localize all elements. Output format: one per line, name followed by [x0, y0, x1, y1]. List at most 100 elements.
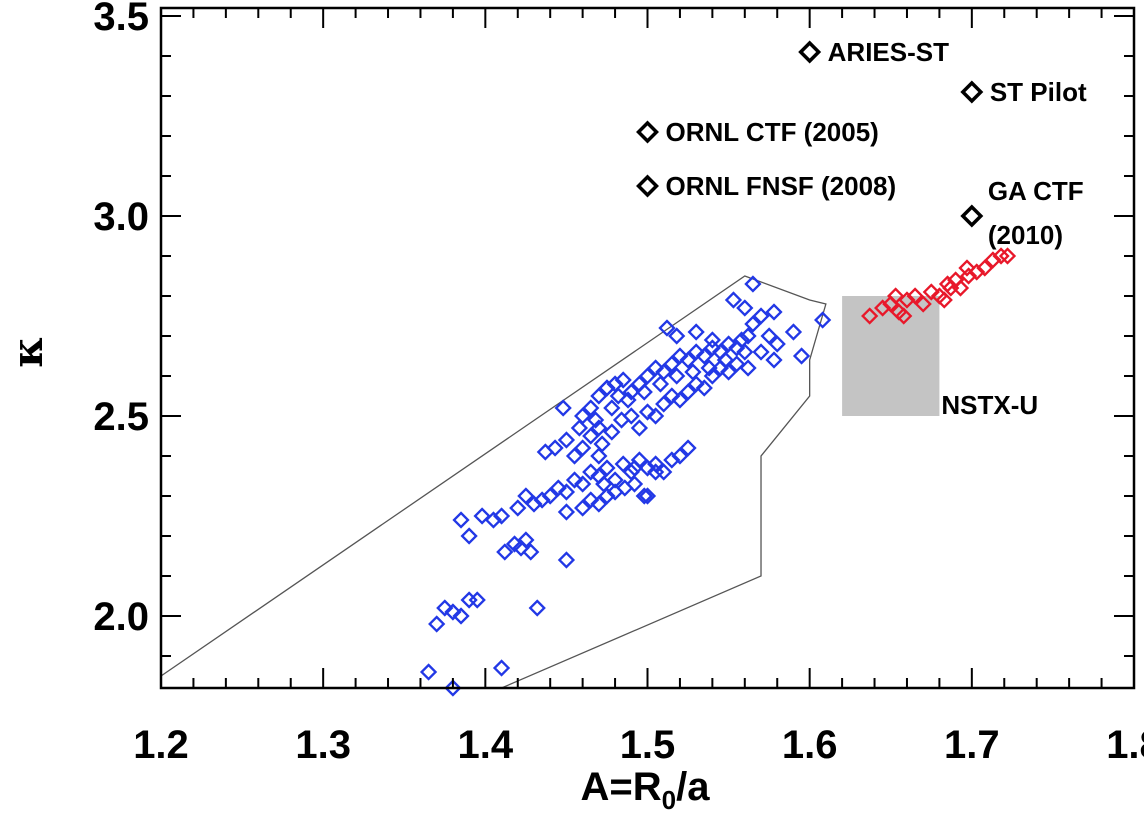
blue-data-point — [765, 303, 783, 321]
blue-data-point — [630, 419, 649, 437]
point-annotation: ARIES-ST — [828, 37, 949, 67]
blue-data-point — [724, 291, 743, 309]
red-data-point — [906, 287, 924, 305]
red-data-point — [935, 291, 953, 309]
blue-data-point — [635, 487, 653, 505]
blue-data-point — [687, 343, 705, 361]
blue-data-point — [752, 307, 770, 325]
blue-data-point — [671, 447, 689, 465]
black-data-point — [960, 204, 984, 228]
blue-data-point — [582, 427, 600, 445]
red-data-point — [861, 307, 879, 325]
blue-data-point — [700, 359, 718, 377]
blue-data-point — [565, 447, 584, 465]
blue-data-point — [460, 527, 478, 545]
blue-data-point — [814, 311, 832, 329]
blue-data-point — [739, 327, 757, 345]
blue-data-point — [635, 383, 653, 401]
blue-data-point — [574, 475, 592, 493]
red-data-point — [914, 295, 932, 313]
blue-data-point — [719, 335, 738, 353]
blue-data-point — [625, 459, 644, 477]
y-tick-label: 3.5 — [93, 0, 149, 39]
blue-data-point — [444, 603, 462, 621]
y-axis-label: κ — [3, 336, 52, 367]
blue-data-point — [606, 471, 624, 489]
blue-data-point — [436, 599, 454, 617]
annotations: NSTX-U ARIES-ST ST Pilot ORNL CTF (2005) OR… — [666, 37, 1087, 420]
blue-data-point — [557, 431, 576, 449]
blue-data-point — [452, 607, 470, 625]
blue-data-point — [687, 323, 705, 341]
red-data-point — [942, 279, 960, 297]
black-data-point — [636, 174, 659, 198]
blue-data-point — [784, 323, 803, 341]
blue-data-point — [663, 355, 681, 373]
blue-data-point — [703, 339, 721, 357]
blue-data-point — [595, 475, 613, 493]
blue-data-point — [473, 507, 491, 525]
blue-data-point — [468, 591, 486, 609]
blue-data-point — [716, 351, 734, 369]
blue-data-point — [509, 499, 527, 517]
point-annotation: (2010) — [988, 220, 1063, 250]
blue-data-point — [646, 463, 665, 481]
blue-data-point — [638, 487, 657, 505]
blue-data-point — [668, 327, 686, 345]
blue-data-point — [590, 447, 608, 465]
blue-data-point — [663, 451, 681, 469]
boundary-polygon — [160, 275, 827, 689]
blue-data-point — [679, 439, 697, 457]
red-data-point — [874, 299, 892, 317]
blue-data-point — [565, 471, 584, 489]
blue-data-point — [598, 459, 616, 477]
x-tick-label: 1.6 — [782, 723, 838, 767]
y-tick-label: 3.0 — [93, 195, 149, 239]
blue-data-point — [570, 419, 589, 437]
blue-data-point — [622, 407, 640, 425]
red-data-point — [895, 307, 913, 325]
axis-ticks — [160, 8, 1135, 688]
blue-data-point — [609, 387, 627, 405]
blue-data-point — [533, 491, 551, 509]
nstx-u-label: NSTX-U — [941, 390, 1038, 420]
blue-data-point — [668, 367, 686, 385]
blue-data-point — [752, 343, 770, 361]
blue-data-point — [768, 335, 786, 353]
point-annotation: ORNL CTF (2005) — [666, 117, 879, 147]
blue-data-point — [546, 439, 564, 457]
blue-data-point — [492, 659, 511, 677]
blue-data-point — [638, 367, 657, 385]
blue-data-point — [492, 507, 511, 525]
black-data-point — [636, 120, 659, 144]
x-tick-label: 1.4 — [458, 723, 514, 767]
red-data-point — [958, 259, 976, 277]
y-tick-labels: 2.0 2.5 3.0 3.5 — [93, 0, 149, 639]
blue-data-point — [695, 347, 713, 365]
x-axis-label: A=R0/a — [581, 765, 711, 815]
blue-data-point — [744, 275, 762, 293]
blue-data-point — [739, 359, 757, 377]
y-tick-label: 2.0 — [93, 595, 149, 639]
point-annotation: ORNL FNSF (2008) — [666, 171, 897, 201]
blue-data-point — [517, 487, 535, 505]
blue-data-point — [684, 363, 702, 381]
blue-data-point — [736, 299, 754, 317]
blue-data-point — [638, 459, 657, 477]
blue-data-point — [541, 487, 559, 505]
blue-data-point — [663, 387, 681, 405]
x-tick-label: 1.8 — [1106, 723, 1144, 767]
blue-data-point — [646, 359, 665, 377]
blue-data-point — [549, 479, 567, 497]
x-tick-label: 1.2 — [133, 723, 189, 767]
blue-data-point — [522, 543, 540, 561]
black-data-point — [960, 80, 984, 104]
blue-data-point — [582, 463, 600, 481]
blue-data-point — [484, 511, 503, 529]
x-tick-labels: 1.2 1.3 1.4 1.5 1.6 1.7 1.8 — [133, 723, 1144, 767]
blue-data-point — [603, 399, 621, 417]
blue-data-point — [679, 351, 697, 369]
blue-data-point — [671, 347, 689, 365]
blue-data-point — [590, 387, 608, 405]
